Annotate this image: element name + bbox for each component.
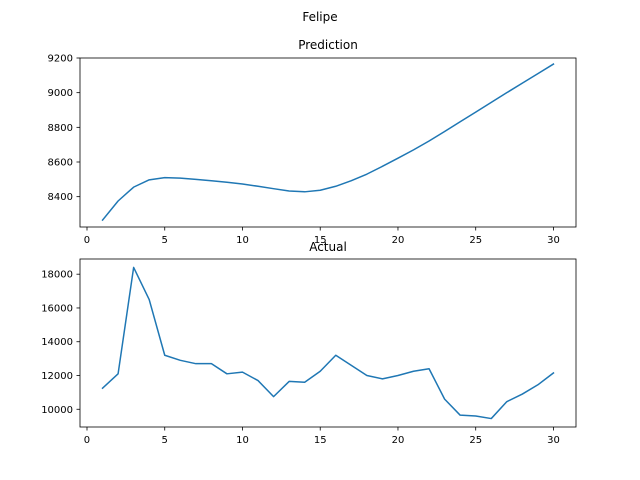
prediction-y-tick-label: 8800 — [48, 123, 73, 134]
prediction-y-tick-label: 8400 — [48, 192, 73, 203]
figure-suptitle: Felipe — [302, 10, 337, 24]
prediction-series-line — [101, 63, 555, 222]
prediction-y-tick-label: 9200 — [48, 54, 73, 65]
actual-x-tick-label: 20 — [392, 435, 405, 446]
prediction-panel: 0 5 10 15 20 25 30 8400 8600 8800 9000 9200 Predicti… — [48, 38, 577, 246]
prediction-title: Prediction — [298, 38, 358, 52]
actual-y-tick-label: 14000 — [41, 337, 73, 348]
prediction-x-tick-label: 10 — [236, 235, 249, 246]
actual-title: Actual — [309, 240, 347, 254]
actual-x-tick-label: 5 — [162, 435, 168, 446]
prediction-axes-frame — [79, 57, 577, 228]
prediction-x-tick-label: 20 — [392, 235, 405, 246]
prediction-x-tick-label: 5 — [162, 235, 168, 246]
actual-panel: 0 5 10 15 20 25 30 10000 12000 14000 16000 18000 Act… — [41, 240, 577, 446]
prediction-y-tick-label: 8600 — [48, 158, 73, 169]
actual-series-line — [101, 266, 555, 420]
actual-axes-frame — [79, 258, 577, 428]
prediction-x-tick-label: 30 — [547, 235, 560, 246]
actual-x-tick-label: 15 — [314, 435, 327, 446]
actual-y-tick-label: 16000 — [41, 303, 73, 314]
actual-x-tick-label: 0 — [84, 435, 90, 446]
actual-y-tick-label: 18000 — [41, 270, 73, 281]
prediction-x-tick-label: 25 — [469, 235, 482, 246]
prediction-y-tick-label: 9000 — [48, 88, 73, 99]
actual-y-tick-label: 12000 — [41, 371, 73, 382]
prediction-x-tick-label: 0 — [84, 235, 90, 246]
prediction-x-tick-label: 15 — [314, 235, 327, 246]
actual-x-tick-label: 10 — [236, 435, 249, 446]
actual-x-tick-label: 25 — [469, 435, 482, 446]
actual-y-tick-label: 10000 — [41, 405, 73, 416]
actual-x-tick-label: 30 — [547, 435, 560, 446]
